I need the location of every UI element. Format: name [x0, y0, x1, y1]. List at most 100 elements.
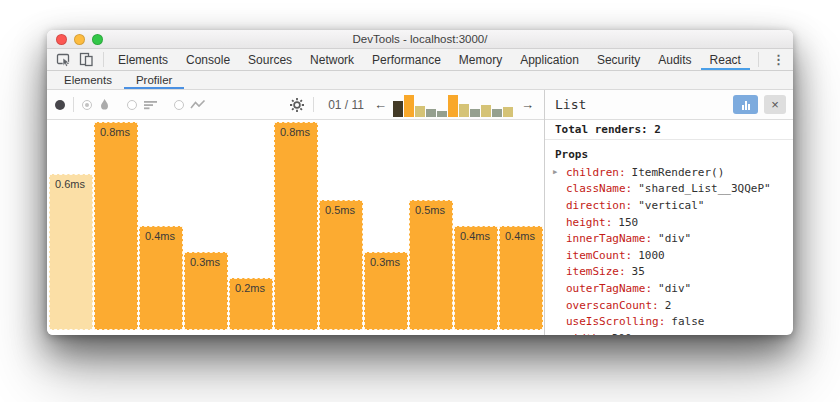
tab-react[interactable]: React — [701, 49, 750, 70]
snapshot-bar-1[interactable] — [404, 95, 414, 117]
tab-spacer — [750, 49, 753, 70]
snapshot-bar-5[interactable] — [448, 95, 458, 117]
prop-row-overscanCount: overscanCount: 2 — [545, 297, 793, 314]
tab-sources[interactable]: Sources — [239, 49, 301, 70]
prop-row-width: width:300 — [545, 330, 793, 335]
prop-key: height: — [566, 216, 612, 229]
commit-bar-2[interactable]: 0.4ms — [139, 226, 183, 330]
selected-component-name: List — [555, 97, 733, 112]
tab-network[interactable]: Network — [301, 49, 363, 70]
divider — [313, 97, 314, 112]
props-heading: Props — [545, 148, 793, 161]
bar-duration-label: 0.5ms — [410, 201, 452, 216]
commit-bar-9[interactable]: 0.4ms — [454, 226, 498, 330]
commit-bar-1[interactable]: 0.8ms — [94, 122, 138, 330]
prop-key: direction: — [566, 199, 632, 212]
commit-bar-10[interactable]: 0.4ms — [499, 226, 543, 330]
prop-key: width: — [566, 332, 606, 335]
tab-application[interactable]: Application — [511, 49, 588, 70]
commit-bar-0[interactable]: 0.6ms — [49, 174, 93, 330]
subtab-profiler[interactable]: Profiler — [124, 71, 184, 89]
prop-value: "vertical" — [638, 199, 704, 212]
prop-key: children: — [566, 166, 626, 179]
snapshot-bar-7[interactable] — [470, 109, 480, 117]
commit-bar-8[interactable]: 0.5ms — [409, 200, 453, 330]
prop-row-children[interactable]: ▶children:ItemRenderer() — [545, 164, 793, 181]
snapshot-bar-0[interactable] — [393, 101, 403, 117]
prop-row-className: className:"shared_List__3QQeP" — [545, 181, 793, 198]
flame-icon — [98, 98, 111, 112]
prop-value: "div" — [658, 282, 691, 295]
commit-bar-6[interactable]: 0.5ms — [319, 200, 363, 330]
snapshot-bar-9[interactable] — [492, 109, 502, 117]
prop-row-itemSize: itemSize:35 — [545, 264, 793, 281]
devtools-window: DevTools - localhost:3000/ ElementsConso… — [47, 30, 793, 335]
tab-elements[interactable]: Elements — [109, 49, 177, 70]
prop-key: outerTagName: — [566, 282, 652, 295]
snapshot-bar-8[interactable] — [481, 105, 491, 117]
bar-duration-label: 0.6ms — [50, 175, 92, 190]
snapshot-minimap[interactable] — [393, 93, 515, 117]
view-option-interactions[interactable] — [174, 99, 206, 111]
inspect-element-icon[interactable] — [52, 49, 75, 70]
expand-triangle-icon[interactable]: ▶ — [553, 168, 557, 176]
next-snapshot-button[interactable]: → — [517, 97, 538, 112]
commit-bar-5[interactable]: 0.8ms — [274, 122, 318, 330]
prop-row-height: height: 150 — [545, 214, 793, 231]
trend-line-icon — [190, 99, 206, 111]
prop-value: 35 — [632, 265, 645, 278]
snapshot-bar-3[interactable] — [426, 109, 436, 117]
divider — [73, 97, 74, 112]
bar-duration-label: 0.3ms — [185, 253, 227, 268]
commit-bar-4[interactable]: 0.2ms — [229, 278, 273, 330]
record-button[interactable] — [55, 100, 65, 110]
prop-value: 1000 — [638, 249, 665, 262]
bar-duration-label: 0.4ms — [140, 227, 182, 242]
bar-duration-label: 0.3ms — [365, 253, 407, 268]
radio-interactions[interactable] — [174, 100, 184, 110]
overflow-menu-icon[interactable]: ⋮ — [764, 49, 793, 70]
devtools-tabs: ElementsConsoleSourcesNetworkPerformance… — [109, 49, 750, 70]
view-option-ranked[interactable] — [127, 99, 158, 111]
prop-row-direction: direction: "vertical" — [545, 197, 793, 214]
commit-bar-3[interactable]: 0.3ms — [184, 252, 228, 330]
gear-icon[interactable] — [289, 97, 305, 113]
divider — [758, 52, 759, 67]
component-details-panel: List × Total renders: 2 Props ▶children:… — [544, 90, 793, 335]
tab-audits[interactable]: Audits — [649, 49, 700, 70]
radio-flamegraph[interactable] — [82, 100, 92, 110]
view-option-flamegraph[interactable] — [82, 98, 111, 112]
bar-duration-label: 0.4ms — [500, 227, 542, 242]
bar-chart-icon[interactable] — [733, 95, 758, 114]
prop-key: innerTagName: — [566, 232, 652, 245]
prop-row-itemCount: itemCount: 1000 — [545, 247, 793, 264]
tab-memory[interactable]: Memory — [450, 49, 511, 70]
radio-ranked[interactable] — [127, 100, 137, 110]
bar-duration-label: 0.5ms — [320, 201, 362, 216]
prop-value: 2 — [665, 299, 672, 312]
snapshot-bar-2[interactable] — [415, 106, 425, 117]
previous-snapshot-button[interactable]: ← — [370, 97, 391, 112]
divider — [103, 52, 104, 67]
snapshot-bar-10[interactable] — [503, 107, 513, 117]
tab-console[interactable]: Console — [177, 49, 239, 70]
prop-key: overscanCount: — [566, 299, 659, 312]
device-toolbar-icon[interactable] — [75, 49, 98, 70]
profiler-toolbar: 01 / 11 ← → — [47, 90, 544, 120]
commit-bar-7[interactable]: 0.3ms — [364, 252, 408, 330]
tab-performance[interactable]: Performance — [363, 49, 450, 70]
snapshot-position-label: 01 / 11 — [328, 98, 364, 112]
subtab-elements[interactable]: Elements — [52, 71, 124, 89]
snapshot-bar-4[interactable] — [437, 111, 447, 117]
close-icon[interactable]: × — [764, 95, 786, 114]
prop-value: "div" — [658, 232, 691, 245]
prop-key: itemCount: — [566, 249, 632, 262]
props-list: ▶children:ItemRenderer()className:"share… — [545, 164, 793, 335]
prop-key: useIsScrolling: — [566, 315, 665, 328]
snapshot-bar-6[interactable] — [459, 104, 469, 117]
devtools-tab-bar: ElementsConsoleSourcesNetworkPerformance… — [47, 49, 793, 71]
ranked-bars-icon — [143, 99, 158, 111]
prop-value: 150 — [618, 216, 638, 229]
commit-bar-chart: 0.6ms0.8ms0.4ms0.3ms0.2ms0.8ms0.5ms0.3ms… — [47, 120, 544, 335]
tab-security[interactable]: Security — [588, 49, 649, 70]
